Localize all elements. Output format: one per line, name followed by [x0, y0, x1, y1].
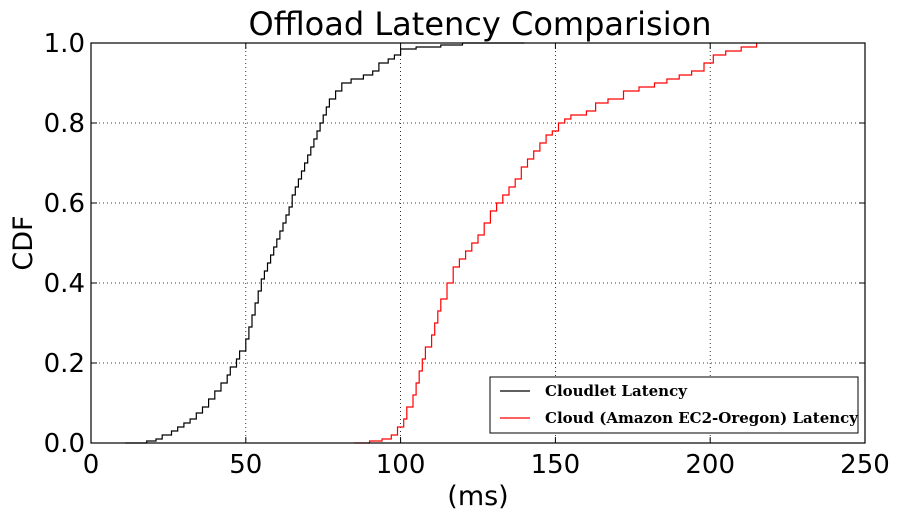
x-axis-label: (ms) — [447, 481, 508, 512]
y-tick-label: 0.2 — [44, 349, 85, 379]
grid-lines — [91, 43, 865, 443]
axis-ticks: 0 50 100 150 200 250 0.0 0.2 0.4 0.6 0.8 1.0 — [44, 29, 890, 480]
legend: Cloudlet Latency Cloud (Amazon EC2-Orego… — [489, 376, 859, 434]
y-tick-label: 1.0 — [44, 29, 85, 59]
x-tick-label: 200 — [685, 450, 735, 480]
y-tick-label: 0.6 — [44, 189, 85, 219]
x-tick-label: 250 — [840, 450, 890, 480]
chart-title: Offload Latency Comparision — [249, 5, 712, 43]
x-tick-label: 100 — [376, 450, 426, 480]
x-tick-label: 0 — [83, 450, 100, 480]
y-tick-label: 0.4 — [44, 269, 85, 299]
plot-frame — [90, 42, 866, 444]
series-layer — [125, 42, 758, 444]
x-tick-label: 150 — [531, 450, 581, 480]
y-tick-label: 0.0 — [44, 429, 85, 459]
y-axis-label: CDF — [8, 215, 39, 270]
legend-box — [489, 376, 859, 434]
legend-label-cloudlet: Cloudlet Latency — [545, 382, 688, 400]
series-line-1 — [354, 43, 758, 444]
legend-label-cloud: Cloud (Amazon EC2-Oregon) Latency — [545, 409, 859, 427]
series-line-0 — [125, 42, 525, 444]
y-tick-label: 0.8 — [44, 109, 85, 139]
x-tick-label: 50 — [229, 450, 262, 480]
